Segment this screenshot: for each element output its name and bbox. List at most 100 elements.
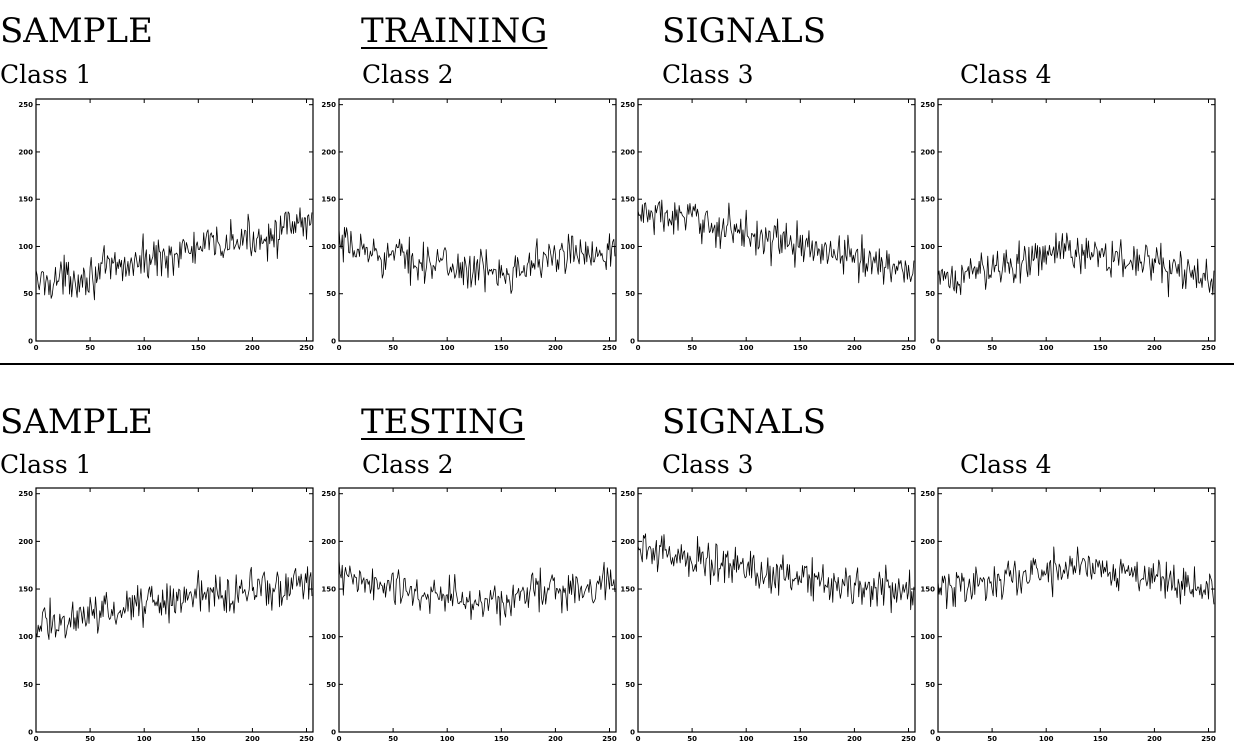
training-class-4-chart: 0 50 100 150 200 250 0 50 100 150 200 250 <box>920 98 1216 352</box>
x-tick-label: 50 <box>987 735 997 743</box>
y-tick-label: 200 <box>620 148 635 156</box>
x-tick-label: 150 <box>191 735 206 743</box>
x-tick-label: 0 <box>337 735 342 743</box>
y-tick-label: 50 <box>326 290 336 298</box>
x-tick-label: 100 <box>739 735 754 743</box>
y-tick-label: 50 <box>326 681 336 689</box>
signal-series-line <box>637 199 915 285</box>
x-tick-label: 200 <box>847 735 862 743</box>
x-tick-label: 200 <box>548 735 563 743</box>
training-class-1-label: Class 1 <box>0 60 92 89</box>
y-tick-label: 50 <box>23 290 33 298</box>
testing-class-3-label: Class 3 <box>662 450 754 479</box>
x-tick-label: 250 <box>299 735 314 743</box>
training-class-2-label: Class 2 <box>362 60 454 89</box>
x-tick-label: 100 <box>739 344 754 352</box>
y-tick-label: 250 <box>321 490 336 498</box>
y-tick-label: 150 <box>321 586 336 594</box>
training-heading-training: TRAINING <box>361 11 548 51</box>
y-tick-label: 50 <box>625 681 635 689</box>
training-class-2-chart: 0 50 100 150 200 250 0 50 100 150 200 250 <box>321 98 617 352</box>
y-tick-label: 250 <box>620 490 635 498</box>
plot-frame <box>937 98 1216 342</box>
x-tick-label: 150 <box>494 735 509 743</box>
y-tick-label: 100 <box>321 243 336 251</box>
y-tick-label: 150 <box>620 586 635 594</box>
testing-heading-testing: TESTING <box>361 402 525 442</box>
x-tick-label: 50 <box>85 344 95 352</box>
testing-class-4-label: Class 4 <box>960 450 1052 479</box>
x-tick-label: 200 <box>1147 735 1162 743</box>
y-tick-label: 200 <box>18 148 33 156</box>
y-tick-label: 100 <box>620 633 635 641</box>
y-tick-label: 100 <box>620 243 635 251</box>
x-tick-label: 0 <box>936 344 941 352</box>
y-tick-label: 150 <box>321 196 336 204</box>
y-tick-label: 100 <box>920 633 935 641</box>
x-tick-label: 150 <box>191 344 206 352</box>
x-tick-label: 250 <box>901 735 916 743</box>
training-heading-sample: SAMPLE <box>0 11 153 51</box>
testing-class-1-chart: 0 50 100 150 200 250 0 50 100 150 200 250 <box>18 487 314 743</box>
y-tick-label: 150 <box>920 196 935 204</box>
signal-series-line <box>35 207 313 301</box>
x-tick-label: 100 <box>137 344 152 352</box>
signal-series-line <box>35 566 313 640</box>
y-tick-label: 0 <box>930 338 935 346</box>
panel-divider <box>0 363 1234 365</box>
x-tick-label: 150 <box>793 735 808 743</box>
testing-class-3-chart: 0 50 100 150 200 250 0 50 100 150 200 250 <box>620 487 916 743</box>
x-tick-label: 250 <box>602 735 617 743</box>
y-tick-label: 250 <box>18 490 33 498</box>
testing-class-2-label: Class 2 <box>362 450 454 479</box>
signal-series-line <box>338 559 616 626</box>
y-tick-label: 200 <box>18 538 33 546</box>
x-tick-label: 150 <box>1093 735 1108 743</box>
x-tick-label: 50 <box>687 735 697 743</box>
x-tick-label: 150 <box>1093 344 1108 352</box>
x-tick-label: 0 <box>936 735 941 743</box>
y-tick-label: 250 <box>920 101 935 109</box>
x-tick-label: 50 <box>687 344 697 352</box>
training-class-3-chart: 0 50 100 150 200 250 0 50 100 150 200 250 <box>620 98 916 352</box>
y-tick-label: 50 <box>625 290 635 298</box>
y-tick-label: 250 <box>321 101 336 109</box>
x-tick-label: 150 <box>793 344 808 352</box>
training-class-1-chart: 0 50 100 150 200 250 0 50 100 150 200 250 <box>18 98 314 352</box>
y-tick-label: 0 <box>331 729 336 737</box>
y-tick-label: 50 <box>925 290 935 298</box>
x-tick-label: 200 <box>245 735 260 743</box>
y-tick-label: 200 <box>920 538 935 546</box>
y-tick-label: 150 <box>620 196 635 204</box>
testing-heading-sample: SAMPLE <box>0 402 153 442</box>
training-class-3-label: Class 3 <box>662 60 754 89</box>
x-tick-label: 250 <box>299 344 314 352</box>
x-tick-label: 100 <box>440 344 455 352</box>
y-tick-label: 100 <box>920 243 935 251</box>
y-tick-label: 0 <box>630 729 635 737</box>
y-tick-label: 100 <box>18 633 33 641</box>
signal-series-line <box>937 546 1215 610</box>
x-tick-label: 250 <box>1201 344 1216 352</box>
plot-frame <box>35 98 314 342</box>
x-tick-label: 250 <box>901 344 916 352</box>
plot-frame <box>338 487 617 733</box>
y-tick-label: 200 <box>321 538 336 546</box>
y-tick-label: 0 <box>930 729 935 737</box>
x-tick-label: 200 <box>847 344 862 352</box>
plot-frame <box>35 487 314 733</box>
y-tick-label: 250 <box>18 101 33 109</box>
x-tick-label: 200 <box>548 344 563 352</box>
y-tick-label: 150 <box>18 586 33 594</box>
y-tick-label: 200 <box>920 148 935 156</box>
signal-series-line <box>338 226 616 294</box>
y-tick-label: 200 <box>321 148 336 156</box>
plot-frame <box>338 98 617 342</box>
x-tick-label: 0 <box>34 344 39 352</box>
testing-class-1-label: Class 1 <box>0 450 92 479</box>
y-tick-label: 0 <box>28 338 33 346</box>
signal-series-line <box>637 533 915 614</box>
x-tick-label: 250 <box>602 344 617 352</box>
y-tick-label: 0 <box>630 338 635 346</box>
testing-class-2-chart: 0 50 100 150 200 250 0 50 100 150 200 250 <box>321 487 617 743</box>
